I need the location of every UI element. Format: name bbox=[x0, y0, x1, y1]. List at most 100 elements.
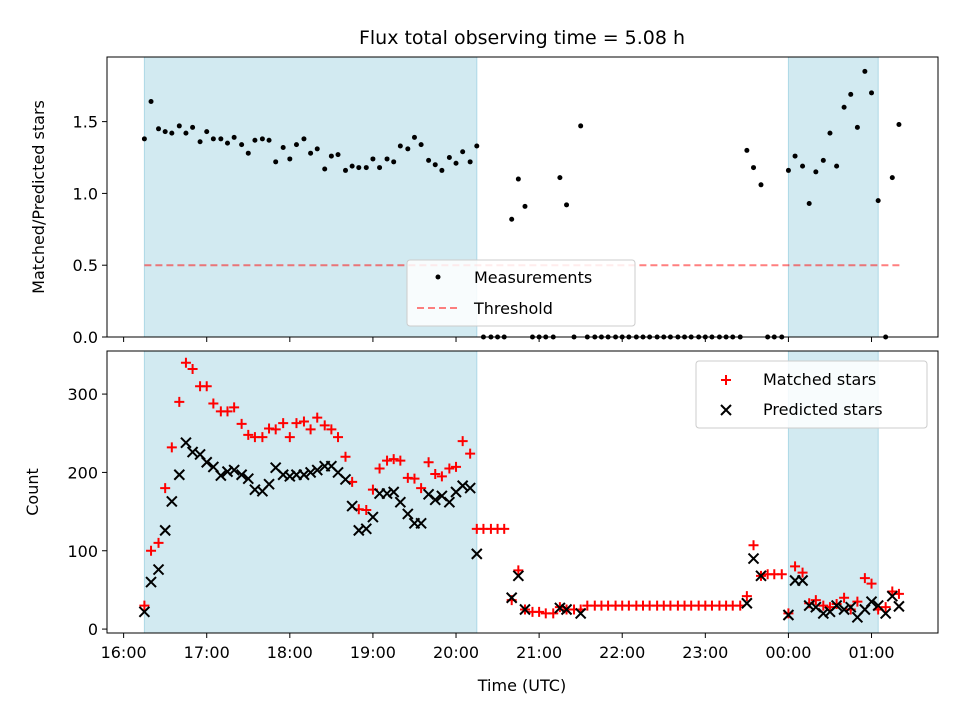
measurement-point bbox=[813, 169, 819, 175]
bottom-y-tick-label: 100 bbox=[67, 542, 98, 561]
matched-star-point bbox=[180, 357, 191, 368]
measurement-point bbox=[287, 156, 293, 162]
measurement-point bbox=[308, 150, 314, 156]
matched-star-point bbox=[866, 578, 877, 589]
measurement-point bbox=[239, 142, 245, 148]
x-axis-label: Time (UTC) bbox=[477, 676, 566, 695]
bottom-y-axis-label: Count bbox=[23, 468, 42, 516]
measurement-point bbox=[218, 136, 224, 142]
matched-star-point bbox=[374, 463, 385, 474]
matched-star-point bbox=[880, 602, 891, 613]
predicted-star-point bbox=[471, 548, 483, 560]
measurement-point bbox=[370, 156, 376, 162]
measurement-point bbox=[862, 68, 868, 74]
measurement-point bbox=[328, 153, 334, 159]
matched-star-point bbox=[257, 432, 268, 443]
predicted-star-point bbox=[215, 469, 227, 482]
matched-star-point bbox=[166, 442, 177, 453]
bottom-x-tick-label: 19:00 bbox=[350, 643, 396, 662]
measurement-point bbox=[231, 134, 237, 140]
predicted-star-point bbox=[886, 590, 899, 602]
top-y-tick-label: 1.5 bbox=[73, 113, 98, 132]
matched-star-point bbox=[229, 402, 240, 413]
measurement-point bbox=[342, 167, 348, 173]
measurement-point bbox=[869, 90, 875, 96]
matched-star-point bbox=[534, 606, 545, 617]
measurement-point bbox=[252, 137, 258, 143]
measurement-point bbox=[335, 152, 341, 158]
predicted-star-point bbox=[560, 603, 573, 616]
predicted-star-point bbox=[152, 563, 165, 576]
matched-star-point bbox=[382, 455, 393, 466]
measurement-point bbox=[204, 129, 210, 135]
matched-star-point bbox=[741, 591, 752, 602]
matched-star-point bbox=[208, 398, 219, 409]
top-axes-frame bbox=[106, 56, 939, 338]
measurement-point bbox=[418, 142, 424, 148]
legend-matched-marker bbox=[721, 375, 731, 385]
matched-star-point bbox=[270, 424, 281, 435]
matched-star-point bbox=[222, 406, 233, 417]
measurement-point bbox=[377, 165, 383, 171]
measurement-point bbox=[564, 202, 570, 208]
matched-star-point bbox=[201, 381, 212, 392]
measurement-point bbox=[426, 157, 432, 163]
top-panel: 0.0 0.5 1.0 1.5 Matched/Predicted stars Mea… bbox=[29, 56, 939, 347]
matched-star-point bbox=[361, 505, 372, 516]
matched-star-point bbox=[187, 364, 198, 375]
matched-star-point bbox=[395, 455, 406, 466]
measurement-point bbox=[744, 147, 750, 153]
predicted-star-point bbox=[741, 597, 753, 609]
matched-star-point bbox=[465, 448, 476, 459]
matched-star-point bbox=[333, 432, 344, 443]
predicted-star-point bbox=[284, 470, 296, 483]
measurement-point bbox=[522, 203, 528, 209]
predicted-star-point bbox=[277, 469, 289, 481]
matched-star-point bbox=[776, 569, 787, 580]
predicted-star-point bbox=[228, 464, 240, 476]
legend-predicted-label: Predicted stars bbox=[763, 400, 883, 419]
predicted-star-point bbox=[830, 599, 843, 612]
bottom-x-tick-label: 21:00 bbox=[516, 643, 562, 662]
measurement-point bbox=[169, 130, 175, 136]
measurement-points bbox=[141, 68, 902, 340]
measurement-point bbox=[391, 159, 397, 165]
measurement-point bbox=[224, 140, 230, 146]
measurement-point bbox=[758, 182, 764, 188]
measurement-point bbox=[156, 126, 162, 132]
measurement-point bbox=[875, 198, 881, 204]
predicted-star-point bbox=[554, 602, 566, 614]
matched-star-point bbox=[748, 540, 759, 551]
matched-star-point bbox=[174, 396, 185, 407]
measurement-point bbox=[176, 123, 182, 129]
predicted-star-point bbox=[166, 495, 178, 508]
matched-star-point bbox=[783, 608, 794, 619]
top-shaded-region-1 bbox=[787, 56, 879, 338]
bottom-x-tick-label: 20:00 bbox=[433, 643, 479, 662]
measurement-point bbox=[148, 99, 154, 105]
measurement-point bbox=[259, 136, 265, 142]
measurement-point bbox=[820, 157, 826, 163]
matched-star-point bbox=[326, 424, 337, 435]
measurement-point bbox=[411, 134, 417, 140]
legend-predicted-marker bbox=[720, 404, 732, 416]
bottom-legend: Matched stars Predicted stars bbox=[695, 360, 928, 429]
matched-star-point bbox=[305, 424, 316, 435]
measurement-point bbox=[751, 165, 757, 171]
measurement-point bbox=[190, 124, 196, 130]
measurement-point bbox=[397, 143, 403, 149]
predicted-star-point bbox=[138, 606, 151, 618]
predicted-star-point bbox=[186, 446, 199, 458]
matched-star-point bbox=[139, 600, 150, 611]
predicted-star-point bbox=[394, 496, 407, 508]
predicted-star-point bbox=[817, 607, 830, 620]
predicted-stars-points bbox=[138, 436, 905, 624]
predicted-star-point bbox=[367, 511, 379, 523]
predicted-star-point bbox=[512, 570, 525, 582]
measurement-point bbox=[245, 150, 251, 156]
measurement-point bbox=[384, 156, 390, 162]
top-y-tick-label: 0.0 bbox=[73, 328, 98, 347]
matched-star-point bbox=[859, 573, 870, 584]
bottom-legend-box bbox=[695, 360, 928, 429]
